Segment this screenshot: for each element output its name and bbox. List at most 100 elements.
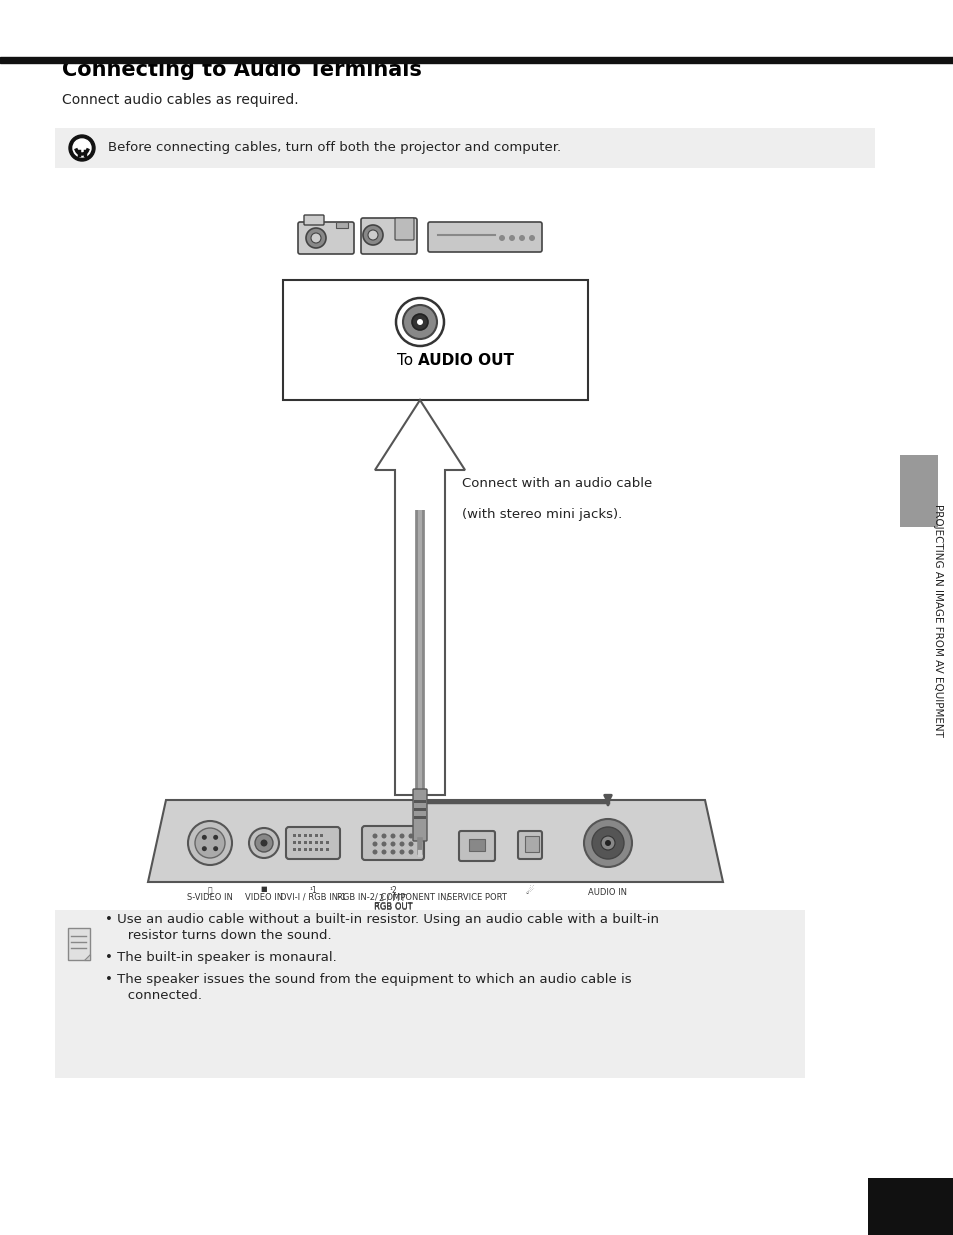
FancyBboxPatch shape [360, 219, 416, 254]
Circle shape [604, 840, 610, 846]
Text: Connecting to Audio Terminals: Connecting to Audio Terminals [62, 61, 421, 80]
Circle shape [416, 319, 422, 325]
Bar [414, 816, 426, 819]
FancyBboxPatch shape [304, 215, 324, 225]
Bar [414, 808, 426, 811]
Circle shape [249, 827, 278, 858]
Bar [304, 848, 307, 851]
Bar [55, 128, 874, 168]
Text: S-VIDEO IN: S-VIDEO IN [187, 893, 233, 902]
Circle shape [188, 821, 232, 864]
Bar [314, 834, 317, 837]
Bar [283, 280, 587, 400]
Circle shape [381, 841, 386, 846]
Bar [414, 800, 426, 803]
Circle shape [368, 230, 377, 240]
Text: • The built-in speaker is monaural.: • The built-in speaker is monaural. [105, 951, 336, 965]
Circle shape [395, 298, 443, 346]
Circle shape [399, 850, 404, 855]
Bar [309, 848, 313, 851]
Bar [314, 841, 317, 844]
Text: Before connecting cables, turn off both the projector and computer.: Before connecting cables, turn off both … [108, 142, 560, 154]
Text: ☄: ☄ [525, 885, 534, 897]
Circle shape [202, 846, 207, 851]
Text: DVI-I / RGB IN-1: DVI-I / RGB IN-1 [279, 893, 346, 902]
Bar [309, 834, 313, 837]
Circle shape [363, 225, 382, 245]
Circle shape [408, 841, 413, 846]
Bar [320, 848, 323, 851]
Text: (with stereo mini jacks).: (with stereo mini jacks). [461, 508, 621, 521]
Text: Ⓣ: Ⓣ [208, 885, 213, 895]
Bar [326, 841, 329, 844]
Polygon shape [148, 800, 722, 882]
Circle shape [381, 850, 386, 855]
Circle shape [254, 834, 273, 852]
Bar [293, 848, 295, 851]
Text: • Use an audio cable without a built-in resistor. Using an audio cable with a bu: • Use an audio cable without a built-in … [105, 913, 659, 926]
Bar [469, 839, 484, 851]
Text: • The speaker issues the sound from the equipment to which an audio cable is: • The speaker issues the sound from the … [105, 973, 631, 986]
Bar [314, 848, 317, 851]
Bar [524, 836, 538, 852]
FancyBboxPatch shape [361, 826, 423, 860]
Bar [320, 841, 323, 844]
Bar [320, 834, 323, 837]
Circle shape [213, 835, 218, 840]
Text: RGB OUT: RGB OUT [374, 902, 412, 911]
Bar [298, 834, 301, 837]
Bar [304, 834, 307, 837]
Text: 43: 43 [889, 1192, 931, 1221]
Text: VIDEO IN: VIDEO IN [245, 893, 283, 902]
Circle shape [509, 235, 515, 241]
Circle shape [390, 841, 395, 846]
Circle shape [583, 819, 631, 867]
Text: ¹2: ¹2 [389, 885, 396, 895]
Bar [293, 841, 295, 844]
Circle shape [372, 850, 377, 855]
Text: ■: ■ [260, 885, 267, 892]
Text: AUDIO OUT: AUDIO OUT [417, 353, 514, 368]
Bar [293, 834, 295, 837]
Circle shape [600, 836, 615, 850]
Circle shape [213, 846, 218, 851]
FancyBboxPatch shape [395, 219, 414, 240]
Bar [298, 848, 301, 851]
Circle shape [306, 228, 326, 248]
Circle shape [73, 140, 91, 157]
FancyBboxPatch shape [286, 827, 339, 860]
Text: ̲2 / ΓΓΓ
RGB OUT: ̲2 / ΓΓΓ RGB OUT [374, 893, 412, 913]
Polygon shape [375, 400, 464, 795]
Bar [0, 57, 953, 63]
Circle shape [408, 850, 413, 855]
Circle shape [402, 305, 436, 338]
Text: RGB IN-2/ COMPONENT IN/: RGB IN-2/ COMPONENT IN/ [336, 893, 449, 902]
FancyBboxPatch shape [517, 831, 541, 860]
Bar [899, 454, 937, 527]
Text: Connect audio cables as required.: Connect audio cables as required. [62, 93, 298, 107]
Bar [867, 1178, 953, 1235]
Circle shape [194, 827, 225, 858]
Circle shape [399, 841, 404, 846]
FancyBboxPatch shape [68, 927, 90, 960]
Bar [335, 222, 348, 228]
Text: To: To [396, 353, 417, 368]
Circle shape [518, 235, 524, 241]
Bar [55, 910, 804, 1078]
FancyBboxPatch shape [297, 222, 354, 254]
Text: ¹1: ¹1 [309, 885, 316, 895]
FancyBboxPatch shape [413, 789, 427, 841]
Circle shape [399, 834, 404, 839]
Bar [298, 841, 301, 844]
FancyBboxPatch shape [428, 222, 541, 252]
FancyBboxPatch shape [458, 831, 495, 861]
Circle shape [529, 235, 535, 241]
Text: SERVICE PORT: SERVICE PORT [447, 893, 506, 902]
Circle shape [202, 835, 207, 840]
Text: connected.: connected. [115, 989, 202, 1002]
Text: PROJECTING AN IMAGE FROM AV EQUIPMENT: PROJECTING AN IMAGE FROM AV EQUIPMENT [932, 504, 942, 736]
Circle shape [372, 834, 377, 839]
Circle shape [592, 827, 623, 860]
Circle shape [408, 834, 413, 839]
Circle shape [381, 834, 386, 839]
